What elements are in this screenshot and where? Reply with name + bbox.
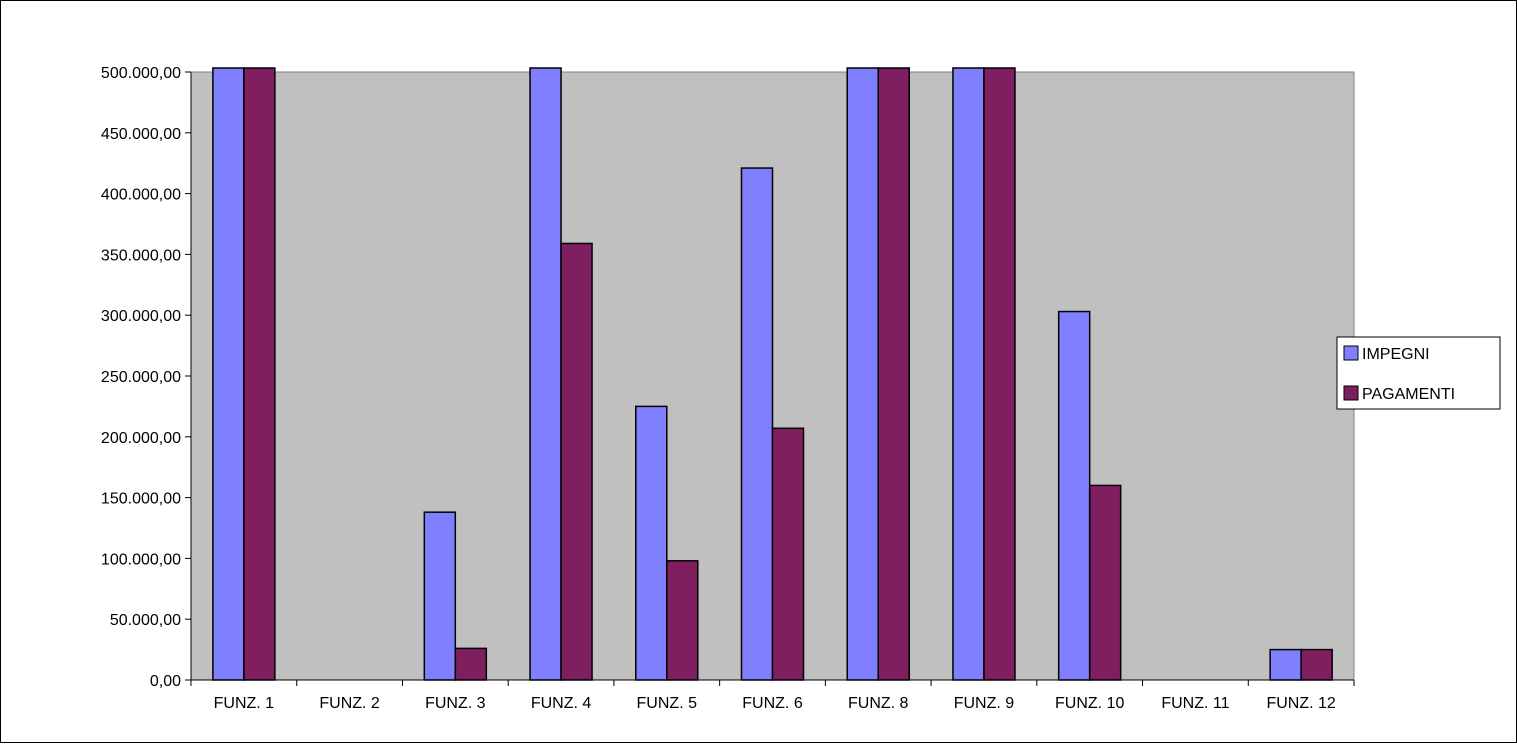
legend: IMPEGNI PAGAMENTI xyxy=(1336,336,1501,410)
bar-impegni-funz-1 xyxy=(212,67,245,681)
bar-pagamenti-funz-9 xyxy=(983,67,1016,681)
bar-impegni-funz-10 xyxy=(1057,310,1091,681)
bar-pagamenti-funz-3 xyxy=(454,647,488,681)
bar-impegni-funz-12 xyxy=(1269,648,1302,681)
bar-pagamenti-funz-8 xyxy=(877,67,910,681)
x-tick-label: FUNZ. 11 xyxy=(1161,695,1229,712)
y-tick-label: 300.000,00 xyxy=(101,308,181,325)
bar-impegni-funz-9 xyxy=(952,67,985,681)
y-tick-label: 400.000,00 xyxy=(101,187,181,204)
legend-swatch-impegni xyxy=(1343,345,1359,361)
bar-pagamenti-funz-12 xyxy=(1300,648,1333,681)
x-tick-label: FUNZ. 12 xyxy=(1266,695,1335,712)
x-tick-label: FUNZ. 2 xyxy=(319,695,380,712)
bar-impegni-funz-3 xyxy=(423,511,457,681)
x-tick-label: FUNZ. 1 xyxy=(214,695,275,712)
bar-impegni-funz-6 xyxy=(740,167,774,681)
y-tick-label: 350.000,00 xyxy=(101,247,181,264)
y-axis: 0,00 50.000,00 100.000,00 150.000,00 200.000… xyxy=(101,65,192,690)
x-tick-label: FUNZ. 10 xyxy=(1055,695,1124,712)
legend-label-impegni: IMPEGNI xyxy=(1362,346,1430,363)
bar-pagamenti-funz-10 xyxy=(1088,484,1122,681)
y-tick-label: 150.000,00 xyxy=(101,491,181,508)
y-tick-label: 450.000,00 xyxy=(101,126,181,143)
bar-impegni-funz-8 xyxy=(846,67,879,681)
x-tick-label: FUNZ. 6 xyxy=(742,695,803,712)
x-tick-label: FUNZ. 8 xyxy=(848,695,909,712)
bar-pagamenti-funz-6 xyxy=(771,427,805,681)
legend-swatch-pagamenti xyxy=(1343,385,1359,401)
x-tick-label: FUNZ. 9 xyxy=(954,695,1015,712)
bars xyxy=(212,67,1333,681)
bar-pagamenti-funz-4 xyxy=(560,242,593,681)
bar-impegni-funz-4 xyxy=(529,67,562,681)
bar-impegni-funz-5 xyxy=(635,405,668,681)
x-axis: FUNZ. 1 FUNZ. 2 FUNZ. 3 FUNZ. 4 FUNZ. 5 FUNZ.… xyxy=(190,679,1355,712)
y-tick-label: 100.000,00 xyxy=(101,551,181,568)
bar-pagamenti-funz-5 xyxy=(666,560,699,681)
x-tick-label: FUNZ. 4 xyxy=(531,695,592,712)
y-tick-label: 250.000,00 xyxy=(101,369,181,386)
y-tick-label: 50.000,00 xyxy=(110,612,181,629)
y-tick-label: 200.000,00 xyxy=(101,430,181,447)
y-tick-label: 0,00 xyxy=(150,673,181,690)
bar-pagamenti-funz-1 xyxy=(243,67,276,681)
x-tick-label: FUNZ. 3 xyxy=(425,695,486,712)
y-tick-label: 500.000,00 xyxy=(101,65,181,82)
legend-box xyxy=(1336,336,1501,410)
x-tick-label: FUNZ. 5 xyxy=(637,695,698,712)
legend-label-pagamenti: PAGAMENTI xyxy=(1362,386,1455,403)
